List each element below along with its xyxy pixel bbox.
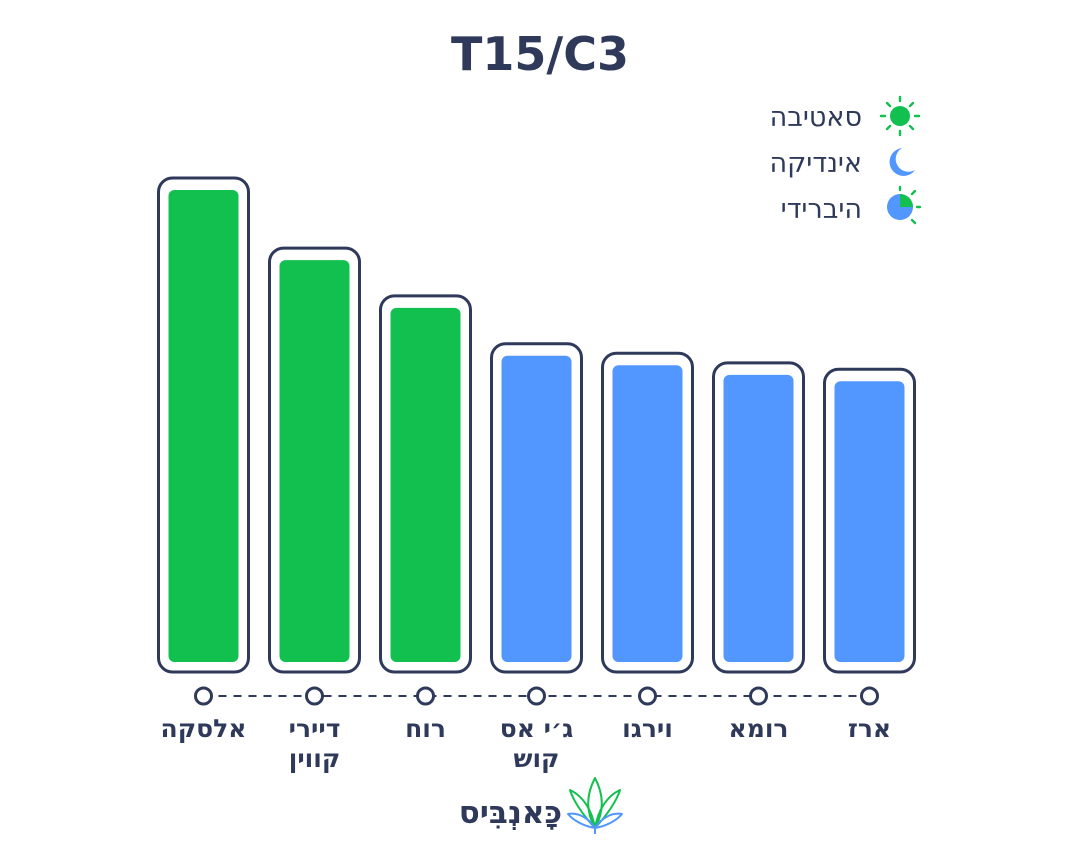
bar [279, 260, 350, 662]
category-label: קווין [289, 744, 341, 773]
half-sun-moon-icon [887, 185, 922, 225]
sun-icon [879, 95, 921, 137]
legend-item-sativa: סאטיבה [770, 95, 921, 137]
bar [723, 374, 794, 662]
tick-marker [860, 686, 879, 706]
tick-marker [749, 686, 768, 706]
bar [390, 307, 461, 662]
bar [501, 355, 572, 662]
bar [834, 381, 905, 662]
tick-marker [194, 686, 213, 706]
legend-label-sativa: סאטיבה [770, 102, 862, 133]
legend-item-indica: אינדיקה [770, 148, 915, 179]
brand-logo: כָּאנְבִּיס [459, 777, 623, 834]
category-label: אלסקה [161, 714, 247, 743]
category-label: וירגו [622, 714, 673, 743]
tick-marker [638, 686, 657, 706]
x-axis [194, 686, 879, 706]
bars-layer [157, 176, 916, 674]
bar [168, 189, 239, 662]
tick-marker [305, 686, 324, 706]
moon-icon [889, 148, 915, 176]
category-label: רומא [729, 714, 789, 743]
legend: סאטיבה אינדיקה היברידי [770, 95, 922, 225]
category-label: ארז [848, 714, 891, 743]
category-label: קוש [514, 744, 560, 773]
category-label: ג׳י אס [500, 714, 574, 743]
legend-item-hybrid: היברידי [781, 185, 922, 225]
tick-marker [416, 686, 435, 706]
category-label: רוח [405, 714, 446, 743]
legend-label-hybrid: היברידי [781, 194, 862, 225]
legend-label-indica: אינדיקה [770, 148, 862, 179]
cannabis-leaf-icon [567, 777, 623, 834]
chart-title: T15/C3 [451, 27, 629, 81]
brand-name: כָּאנְבִּיס [459, 795, 562, 831]
category-label: דיירי [289, 714, 341, 743]
bar [612, 365, 683, 662]
tick-marker [527, 686, 546, 706]
